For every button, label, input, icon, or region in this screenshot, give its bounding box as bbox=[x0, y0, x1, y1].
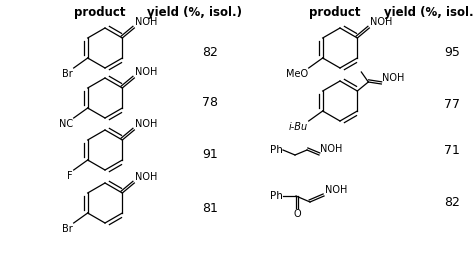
Text: 78: 78 bbox=[202, 96, 218, 109]
Text: product: product bbox=[74, 6, 126, 19]
Text: Ph: Ph bbox=[270, 191, 283, 201]
Text: O: O bbox=[294, 209, 301, 219]
Text: NOH: NOH bbox=[135, 119, 158, 129]
Text: 82: 82 bbox=[202, 46, 218, 60]
Text: 95: 95 bbox=[444, 46, 460, 60]
Text: i-Bu: i-Bu bbox=[289, 122, 308, 132]
Text: F: F bbox=[67, 171, 73, 181]
Text: 77: 77 bbox=[444, 99, 460, 111]
Text: NOH: NOH bbox=[135, 172, 158, 182]
Text: Br: Br bbox=[62, 69, 73, 79]
Text: NOH: NOH bbox=[135, 17, 158, 27]
Text: MeO: MeO bbox=[285, 69, 308, 79]
Text: product: product bbox=[309, 6, 361, 19]
Text: NOH: NOH bbox=[383, 73, 405, 83]
Text: 81: 81 bbox=[202, 201, 218, 214]
Text: 82: 82 bbox=[444, 197, 460, 209]
Text: Ph: Ph bbox=[270, 145, 283, 155]
Text: 71: 71 bbox=[444, 143, 460, 157]
Text: yield (%, isol.): yield (%, isol.) bbox=[147, 6, 243, 19]
Text: NOH: NOH bbox=[135, 67, 158, 77]
Text: NC: NC bbox=[59, 119, 73, 129]
Text: NOH: NOH bbox=[370, 17, 392, 27]
Text: NOH: NOH bbox=[320, 144, 342, 154]
Text: 91: 91 bbox=[202, 149, 218, 162]
Text: yield (%, isol.): yield (%, isol.) bbox=[384, 6, 474, 19]
Text: NOH: NOH bbox=[325, 185, 347, 195]
Text: Br: Br bbox=[62, 224, 73, 234]
